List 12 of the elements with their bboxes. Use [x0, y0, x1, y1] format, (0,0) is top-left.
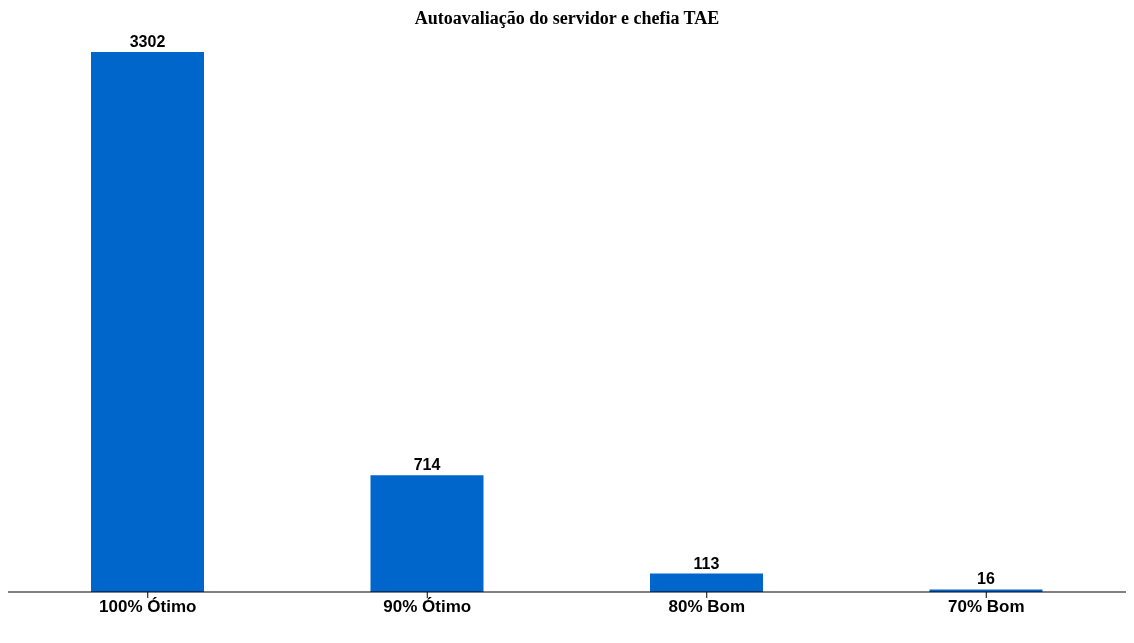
bar [650, 573, 763, 592]
bar [91, 52, 204, 592]
x-tick-label: 80% Bom [668, 597, 746, 617]
data-label: 16 [977, 570, 995, 588]
x-tick-label: 100% Ótimo [99, 597, 197, 617]
data-label: 113 [693, 554, 720, 572]
chart-title: Autoavaliação do servidor e chefia TAE [413, 8, 721, 30]
bar [370, 475, 484, 592]
data-label: 3302 [129, 33, 166, 50]
x-tick-label: 70% Bom [947, 597, 1025, 617]
data-label: 714 [413, 456, 441, 474]
x-tick-label: 90% Ótimo [383, 597, 472, 617]
